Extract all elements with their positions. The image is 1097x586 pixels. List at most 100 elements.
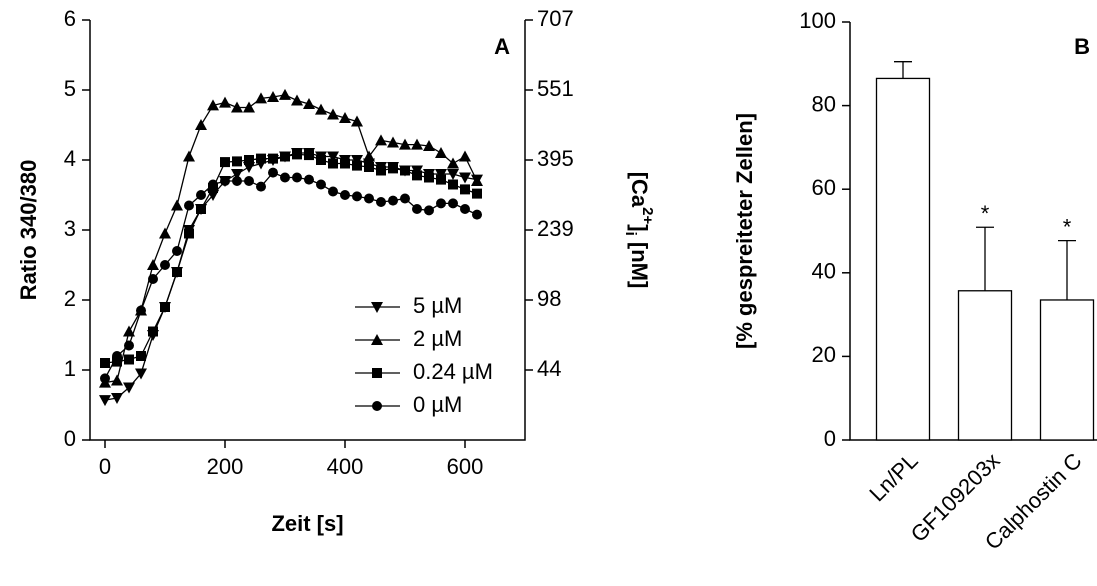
marker [327, 151, 339, 163]
marker [123, 382, 135, 394]
marker [280, 151, 290, 162]
y2-tick-label: 551 [537, 76, 574, 101]
marker [244, 155, 254, 165]
marker [123, 325, 135, 337]
marker [435, 147, 447, 158]
y-tick-label: 5 [64, 76, 76, 101]
legend-label: 5 µM [413, 293, 462, 318]
y-tick-label: 1 [64, 356, 76, 381]
marker [448, 198, 458, 209]
marker [184, 228, 194, 239]
marker [460, 184, 470, 195]
marker [424, 172, 434, 183]
marker [124, 340, 134, 351]
x-tick-label: 600 [447, 454, 484, 479]
legend-label: 0.24 µM [413, 359, 493, 384]
marker [388, 163, 398, 174]
panel-label: A [494, 34, 510, 59]
marker [148, 326, 158, 337]
y2-axis-title-part: i [622, 232, 639, 236]
y-tick-label: 60 [812, 175, 836, 200]
marker [351, 155, 363, 166]
marker [231, 169, 243, 180]
x-tick-label: 200 [207, 454, 244, 479]
x-tick-label: 0 [99, 454, 111, 479]
y2-axis-title: [Ca2+]i [nM] [622, 172, 656, 289]
marker [340, 190, 350, 200]
marker [243, 101, 255, 113]
x-tick-label: 400 [327, 454, 364, 479]
marker [172, 267, 182, 277]
marker [339, 112, 351, 123]
marker [268, 153, 278, 164]
marker [436, 198, 446, 209]
marker [219, 96, 231, 108]
panel-label: B [1074, 34, 1090, 59]
marker [256, 153, 266, 164]
bar [875, 77, 931, 441]
marker [195, 119, 207, 130]
marker [172, 246, 182, 256]
marker [447, 169, 459, 180]
significance-mark: * [1063, 214, 1072, 239]
marker [328, 186, 338, 197]
bar [957, 290, 1013, 441]
legend-marker [372, 368, 382, 378]
marker [184, 200, 194, 211]
marker [207, 99, 219, 111]
marker [304, 150, 314, 161]
marker [424, 205, 434, 216]
marker [472, 209, 482, 220]
marker [400, 165, 410, 176]
marker [459, 150, 471, 162]
y2-tick-label: 395 [537, 146, 574, 171]
legend-label: 2 µM [413, 326, 462, 351]
marker [111, 393, 123, 404]
marker [411, 138, 423, 150]
marker [280, 172, 290, 183]
y-axis-title: Ratio 340/380 [16, 160, 41, 301]
y-tick-label: 20 [812, 342, 836, 367]
marker [364, 193, 374, 204]
y2-tick-label: 707 [537, 6, 574, 31]
marker [196, 190, 206, 200]
marker [376, 165, 386, 176]
legend-marker [371, 334, 383, 345]
y-tick-label: 0 [824, 426, 836, 451]
marker [159, 227, 171, 239]
marker [316, 155, 326, 165]
marker [232, 176, 242, 186]
marker [388, 195, 398, 206]
marker [231, 101, 243, 113]
marker [148, 274, 158, 284]
marker [268, 167, 278, 178]
marker [160, 302, 170, 312]
marker [112, 351, 122, 361]
marker [135, 368, 147, 380]
marker [292, 172, 302, 183]
marker [423, 140, 435, 151]
marker [183, 150, 195, 162]
legend-marker [372, 401, 382, 411]
marker [208, 179, 218, 190]
marker [387, 136, 399, 148]
y2-axis-title-part: ] [627, 224, 652, 231]
marker [375, 134, 387, 146]
marker [160, 260, 170, 270]
marker [232, 156, 242, 167]
marker [256, 181, 266, 192]
marker [435, 169, 447, 180]
legend-marker [371, 302, 383, 313]
marker [147, 259, 159, 270]
marker [327, 108, 339, 120]
x-tick-label: Ln/PL [864, 448, 922, 506]
marker [340, 158, 350, 169]
marker [471, 175, 483, 186]
marker [315, 103, 327, 115]
y-tick-label: 6 [64, 6, 76, 31]
marker [400, 193, 410, 204]
marker [244, 176, 254, 186]
y2-axis-title-part: [nM] [627, 236, 652, 289]
y2-axis-title-part: 2+ [639, 207, 656, 224]
legend-label: 0 µM [413, 392, 462, 417]
